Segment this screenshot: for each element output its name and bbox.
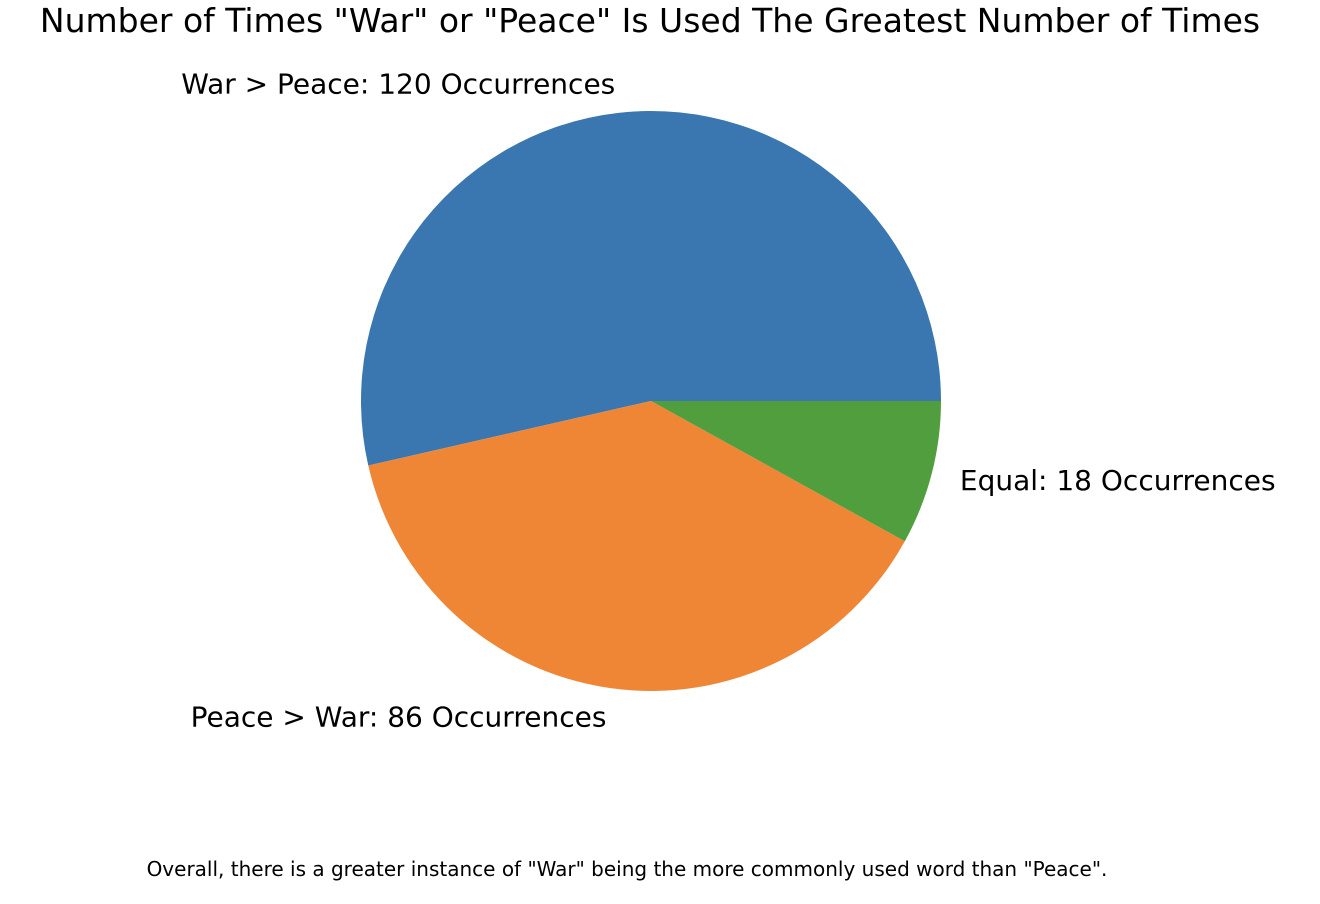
pie-label-peace: Peace > War: 86 Occurrences [191, 700, 607, 733]
pie-slice-war [361, 111, 941, 466]
pie-slices [361, 111, 941, 691]
chart-title: Number of Times "War" or "Peace" Is Used… [40, 1, 1260, 40]
pie-slice-peace [368, 401, 905, 691]
pie-slice-equal [651, 401, 941, 542]
pie-label-war: War > Peace: 120 Occurrences [181, 68, 615, 101]
pie-label-equal: Equal: 18 Occurrences [960, 464, 1276, 497]
chart-caption: Overall, there is a greater instance of … [147, 857, 1108, 881]
pie-labels: War > Peace: 120 Occurrences Peace > War:… [181, 68, 1275, 734]
